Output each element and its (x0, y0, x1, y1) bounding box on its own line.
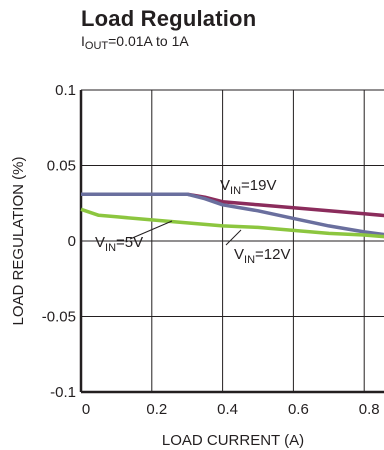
series-line-2 (80, 207, 384, 239)
series-annotation-1: VIN=5V (95, 234, 143, 254)
x-tick-label: 0.2 (146, 401, 167, 418)
y-tick-label: 0.1 (55, 82, 76, 99)
subtitle-suffix: =0.01A to 1A (108, 33, 189, 49)
x-axis-label: LOAD CURRENT (A) (162, 432, 304, 449)
annotation-leader-5v (129, 220, 173, 240)
y-tick-label: -0.1 (50, 384, 76, 401)
series-annotation-2: VIN=12V (234, 246, 290, 266)
chart-title: Load Regulation (81, 6, 257, 31)
x-tick-label: 0 (82, 401, 90, 418)
y-axis-label: LOAD REGULATION (%) (10, 157, 27, 326)
series-line-1 (81, 192, 384, 237)
x-tick-label: 0.6 (288, 401, 309, 418)
y-tick-label: 0.05 (47, 158, 76, 175)
annotation-leader-12v (225, 229, 242, 246)
y-tick-label: 0 (68, 233, 76, 250)
series-annotation-0: VIN=19V (220, 177, 276, 197)
subtitle-prefix: I (81, 33, 85, 49)
y-tick-label: -0.05 (42, 309, 76, 326)
x-tick-label: 0.4 (217, 401, 238, 418)
subtitle-subscript: OUT (84, 40, 109, 52)
x-tick-label: 0.8 (359, 401, 380, 418)
chart-subtitle: IOUT=0.01A to 1A (81, 33, 189, 52)
